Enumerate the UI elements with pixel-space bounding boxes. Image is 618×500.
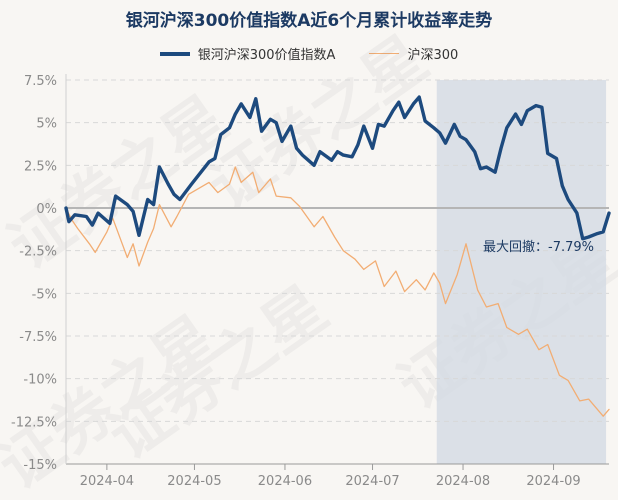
x-tick-label: 2024-04 xyxy=(80,474,134,489)
legend-swatch-series-2 xyxy=(369,53,400,54)
legend-swatch-series-1 xyxy=(159,51,190,56)
legend: 银河沪深300价值指数A 沪深300 xyxy=(0,44,618,63)
y-tick-label: -15% xyxy=(23,458,57,473)
y-tick-label: -2.5% xyxy=(19,245,57,260)
max-drawdown-label: 最大回撤：-7.79% xyxy=(483,239,594,255)
legend-label-series-1: 银河沪深300价值指数A xyxy=(197,48,336,63)
x-tick-label: 2024-06 xyxy=(258,474,312,489)
legend-item-series-2[interactable]: 沪深300 xyxy=(369,44,458,63)
x-tick-label: 2024-05 xyxy=(167,474,221,489)
legend-label-series-2: 沪深300 xyxy=(407,48,459,63)
y-tick-label: 7.5% xyxy=(24,74,57,89)
x-tick-label: 2024-09 xyxy=(526,474,580,489)
x-tick-label: 2024-08 xyxy=(436,474,490,489)
y-tick-label: -7.5% xyxy=(19,330,57,345)
y-tick-label: -5% xyxy=(32,287,57,302)
chart-title: 银河沪深300价值指数A近6个月累计收益率走势 xyxy=(125,11,493,31)
x-tick-label: 2024-07 xyxy=(345,474,399,489)
y-tick-label: -10% xyxy=(23,373,57,388)
y-tick-label: 2.5% xyxy=(24,159,57,174)
y-tick-label: -12.5% xyxy=(11,415,57,430)
series-line-fund xyxy=(64,95,611,241)
series-line-benchmark xyxy=(65,166,610,417)
max-drawdown-region xyxy=(436,80,607,464)
y-tick-label: 5% xyxy=(36,117,57,132)
y-tick-label: 0% xyxy=(36,202,57,217)
legend-item-series-1[interactable]: 银河沪深300价值指数A xyxy=(159,44,336,63)
